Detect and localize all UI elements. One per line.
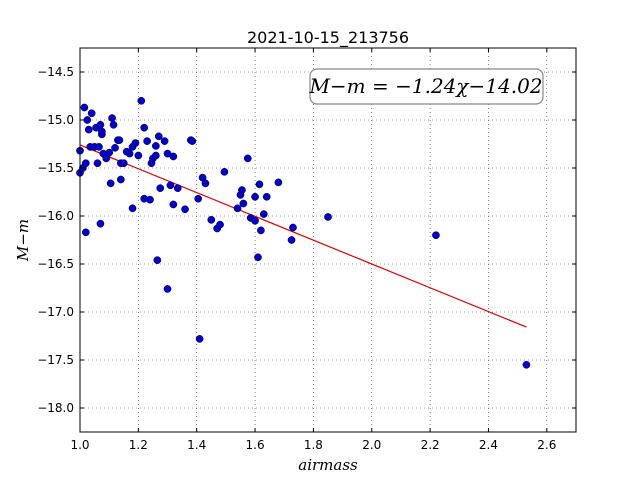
data-point — [254, 253, 262, 262]
data-point — [87, 109, 96, 118]
data-point — [251, 192, 259, 201]
data-point — [194, 194, 203, 203]
data-point — [522, 360, 531, 369]
x-tick-label: 2.2 — [421, 438, 440, 452]
x-tick-label: 1.0 — [70, 438, 89, 452]
data-point — [257, 226, 265, 235]
data-point — [259, 210, 268, 218]
fit-equation: M−m = −1.24χ−14.02 — [308, 74, 542, 98]
data-point — [432, 231, 440, 240]
data-point — [195, 335, 204, 343]
data-point — [128, 204, 137, 213]
data-point — [163, 285, 172, 293]
data-point — [201, 179, 210, 188]
data-point — [207, 215, 216, 224]
data-point — [289, 223, 297, 232]
data-point — [108, 114, 116, 122]
x-tick-label: 1.8 — [304, 438, 323, 452]
data-points — [76, 96, 531, 369]
data-point — [146, 195, 154, 204]
y-tick-label: −14.5 — [37, 65, 74, 79]
y-tick-label: −15.0 — [37, 113, 74, 127]
data-point — [134, 151, 143, 160]
axis-ticks: 1.0 1.2 1.4 1.6 1.8 2.0 2.2 2.4 2.6 −14.5 −15.0 −15… — [37, 48, 576, 452]
data-point — [243, 154, 252, 163]
y-tick-label: −17.0 — [37, 305, 74, 319]
data-point — [131, 139, 140, 147]
data-point — [84, 125, 93, 134]
data-point — [154, 132, 163, 141]
data-point — [251, 216, 259, 225]
fit-line — [79, 144, 527, 328]
fit-line-layer — [79, 144, 527, 328]
data-point — [98, 127, 106, 136]
data-point — [287, 236, 296, 244]
data-point — [96, 219, 105, 228]
chart-title: 2021-10-15_213756 — [247, 28, 409, 48]
data-point — [106, 179, 115, 188]
y-tick-label: −18.0 — [37, 401, 74, 415]
data-point — [137, 96, 146, 105]
data-point — [95, 143, 103, 151]
data-point — [152, 151, 160, 160]
data-point — [262, 192, 271, 201]
data-point — [166, 181, 175, 190]
data-point — [152, 142, 160, 150]
y-tick-label: −17.5 — [37, 353, 74, 367]
data-point — [238, 186, 246, 194]
data-point — [115, 136, 124, 145]
plot-frame — [79, 47, 577, 433]
data-point — [105, 148, 114, 157]
data-point — [109, 120, 118, 129]
data-point — [96, 120, 105, 129]
data-point — [93, 159, 102, 168]
data-point — [81, 228, 90, 237]
data-point — [239, 199, 248, 208]
data-point — [83, 116, 92, 124]
data-point — [140, 123, 149, 132]
data-point — [255, 180, 264, 189]
data-point — [119, 159, 128, 168]
data-point — [220, 167, 229, 176]
x-tick-label: 1.6 — [246, 438, 265, 452]
data-point — [116, 175, 125, 184]
data-point — [111, 143, 119, 152]
x-tick-label: 1.2 — [129, 438, 148, 452]
y-axis-label: M−m — [14, 219, 32, 262]
x-tick-label: 2.6 — [537, 438, 556, 452]
x-axis-label: airmass — [298, 456, 358, 474]
data-point — [156, 184, 165, 193]
data-point — [81, 159, 90, 168]
x-tick-label: 1.4 — [187, 438, 206, 452]
equation-box — [309, 68, 544, 105]
data-point — [188, 137, 197, 145]
data-point — [233, 204, 242, 213]
data-point — [173, 184, 182, 193]
data-point — [324, 213, 332, 221]
data-point — [80, 103, 89, 112]
data-point — [274, 178, 283, 187]
data-point — [160, 137, 169, 145]
data-point — [169, 200, 178, 209]
data-point — [153, 256, 162, 265]
y-tick-label: −16.5 — [37, 257, 74, 271]
data-point — [143, 137, 151, 145]
data-point — [169, 152, 178, 161]
data-point — [181, 205, 189, 214]
y-tick-label: −15.5 — [37, 161, 74, 175]
x-tick-label: 2.0 — [362, 438, 381, 452]
y-tick-label: −16.0 — [37, 209, 74, 223]
data-point — [125, 149, 134, 158]
x-tick-label: 2.4 — [479, 438, 498, 452]
data-point — [216, 220, 224, 229]
